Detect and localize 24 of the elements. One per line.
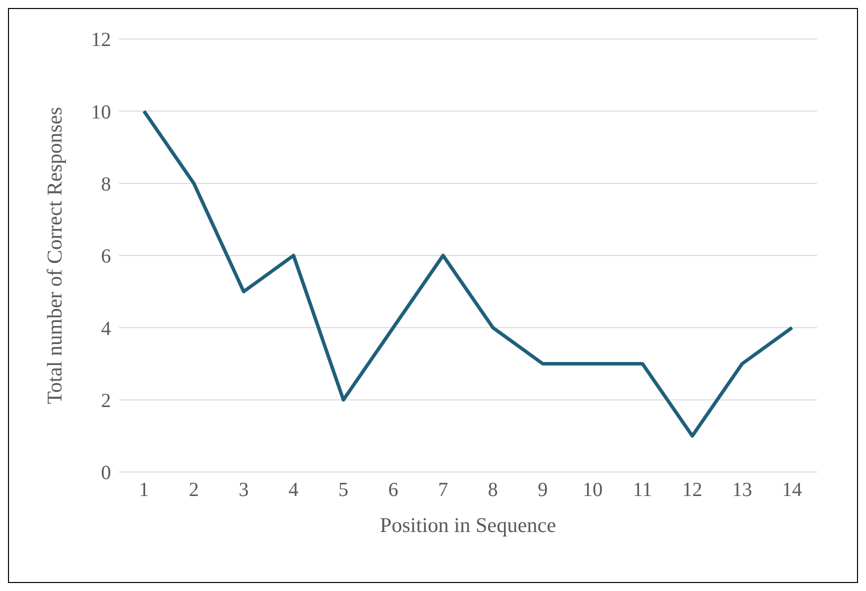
- x-tick-label: 4: [288, 479, 299, 501]
- y-tick-label: 0: [101, 462, 111, 484]
- y-tick-label: 12: [91, 29, 111, 52]
- x-tick-label: 10: [582, 479, 603, 501]
- x-tick-label: 6: [388, 479, 398, 501]
- x-tick-label: 7: [438, 479, 448, 501]
- x-tick-label: 3: [238, 479, 249, 501]
- line-series: [142, 109, 794, 438]
- x-tick-label: 9: [538, 479, 548, 501]
- x-tick-label: 13: [732, 479, 752, 501]
- x-tick-label: 5: [338, 479, 348, 501]
- y-tick-label: 4: [101, 318, 111, 340]
- x-tick-label: 11: [632, 479, 652, 501]
- x-tick-label: 14: [782, 479, 802, 501]
- x-tick-label: 8: [488, 479, 498, 501]
- y-tick-label: 2: [101, 390, 111, 412]
- y-tick-label: 10: [91, 101, 111, 124]
- x-tick-label: 2: [188, 479, 199, 501]
- y-tick-label: 6: [101, 246, 111, 268]
- x-tick-label: 1: [139, 479, 149, 501]
- x-axis-title: Position in Sequence: [380, 513, 556, 537]
- y-tick-label: 8: [101, 173, 111, 196]
- y-axis-title: Total number of Correct Responses: [42, 106, 66, 404]
- x-tick-label: 12: [682, 479, 702, 501]
